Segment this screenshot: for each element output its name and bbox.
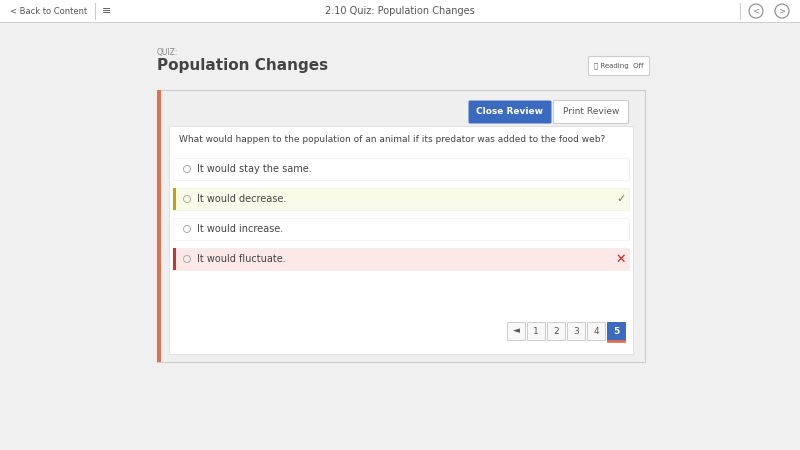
- Text: 2: 2: [553, 327, 559, 336]
- Text: 🔊 Reading  Off: 🔊 Reading Off: [594, 63, 644, 69]
- Text: 3: 3: [573, 327, 579, 336]
- Bar: [607, 322, 625, 340]
- Bar: [173, 218, 629, 240]
- Bar: [157, 90, 161, 362]
- Text: Print Review: Print Review: [563, 108, 619, 117]
- Text: 5: 5: [613, 327, 619, 336]
- Bar: [0, 0, 800, 22]
- Text: QUIZ:: QUIZ:: [157, 48, 178, 57]
- Text: 2.10 Quiz: Population Changes: 2.10 Quiz: Population Changes: [325, 6, 475, 16]
- Bar: [157, 90, 645, 362]
- Bar: [567, 322, 585, 340]
- Bar: [173, 158, 629, 180]
- Bar: [173, 188, 176, 210]
- Text: 4: 4: [593, 327, 599, 336]
- Bar: [507, 322, 525, 340]
- FancyBboxPatch shape: [589, 57, 650, 76]
- Text: It would stay the same.: It would stay the same.: [197, 164, 312, 174]
- Text: ◄: ◄: [513, 327, 519, 336]
- Bar: [173, 188, 629, 210]
- Text: ≡: ≡: [102, 6, 112, 16]
- Bar: [169, 126, 633, 354]
- Text: < Back to Content: < Back to Content: [10, 6, 87, 15]
- Text: It would decrease.: It would decrease.: [197, 194, 286, 204]
- Text: <: <: [753, 6, 759, 15]
- Text: What would happen to the population of an animal if its predator was added to th: What would happen to the population of a…: [179, 135, 606, 144]
- Text: ✕: ✕: [616, 252, 626, 266]
- Text: 1: 1: [533, 327, 539, 336]
- Bar: [173, 248, 629, 270]
- Bar: [527, 322, 545, 340]
- Text: ✓: ✓: [616, 194, 626, 204]
- Text: It would fluctuate.: It would fluctuate.: [197, 254, 286, 264]
- Bar: [587, 322, 605, 340]
- Text: It would increase.: It would increase.: [197, 224, 283, 234]
- FancyBboxPatch shape: [469, 100, 551, 123]
- Bar: [173, 248, 176, 270]
- FancyBboxPatch shape: [554, 100, 629, 123]
- Bar: [547, 322, 565, 340]
- Text: Population Changes: Population Changes: [157, 58, 328, 73]
- Text: >: >: [778, 6, 786, 15]
- Text: Close Review: Close Review: [477, 108, 543, 117]
